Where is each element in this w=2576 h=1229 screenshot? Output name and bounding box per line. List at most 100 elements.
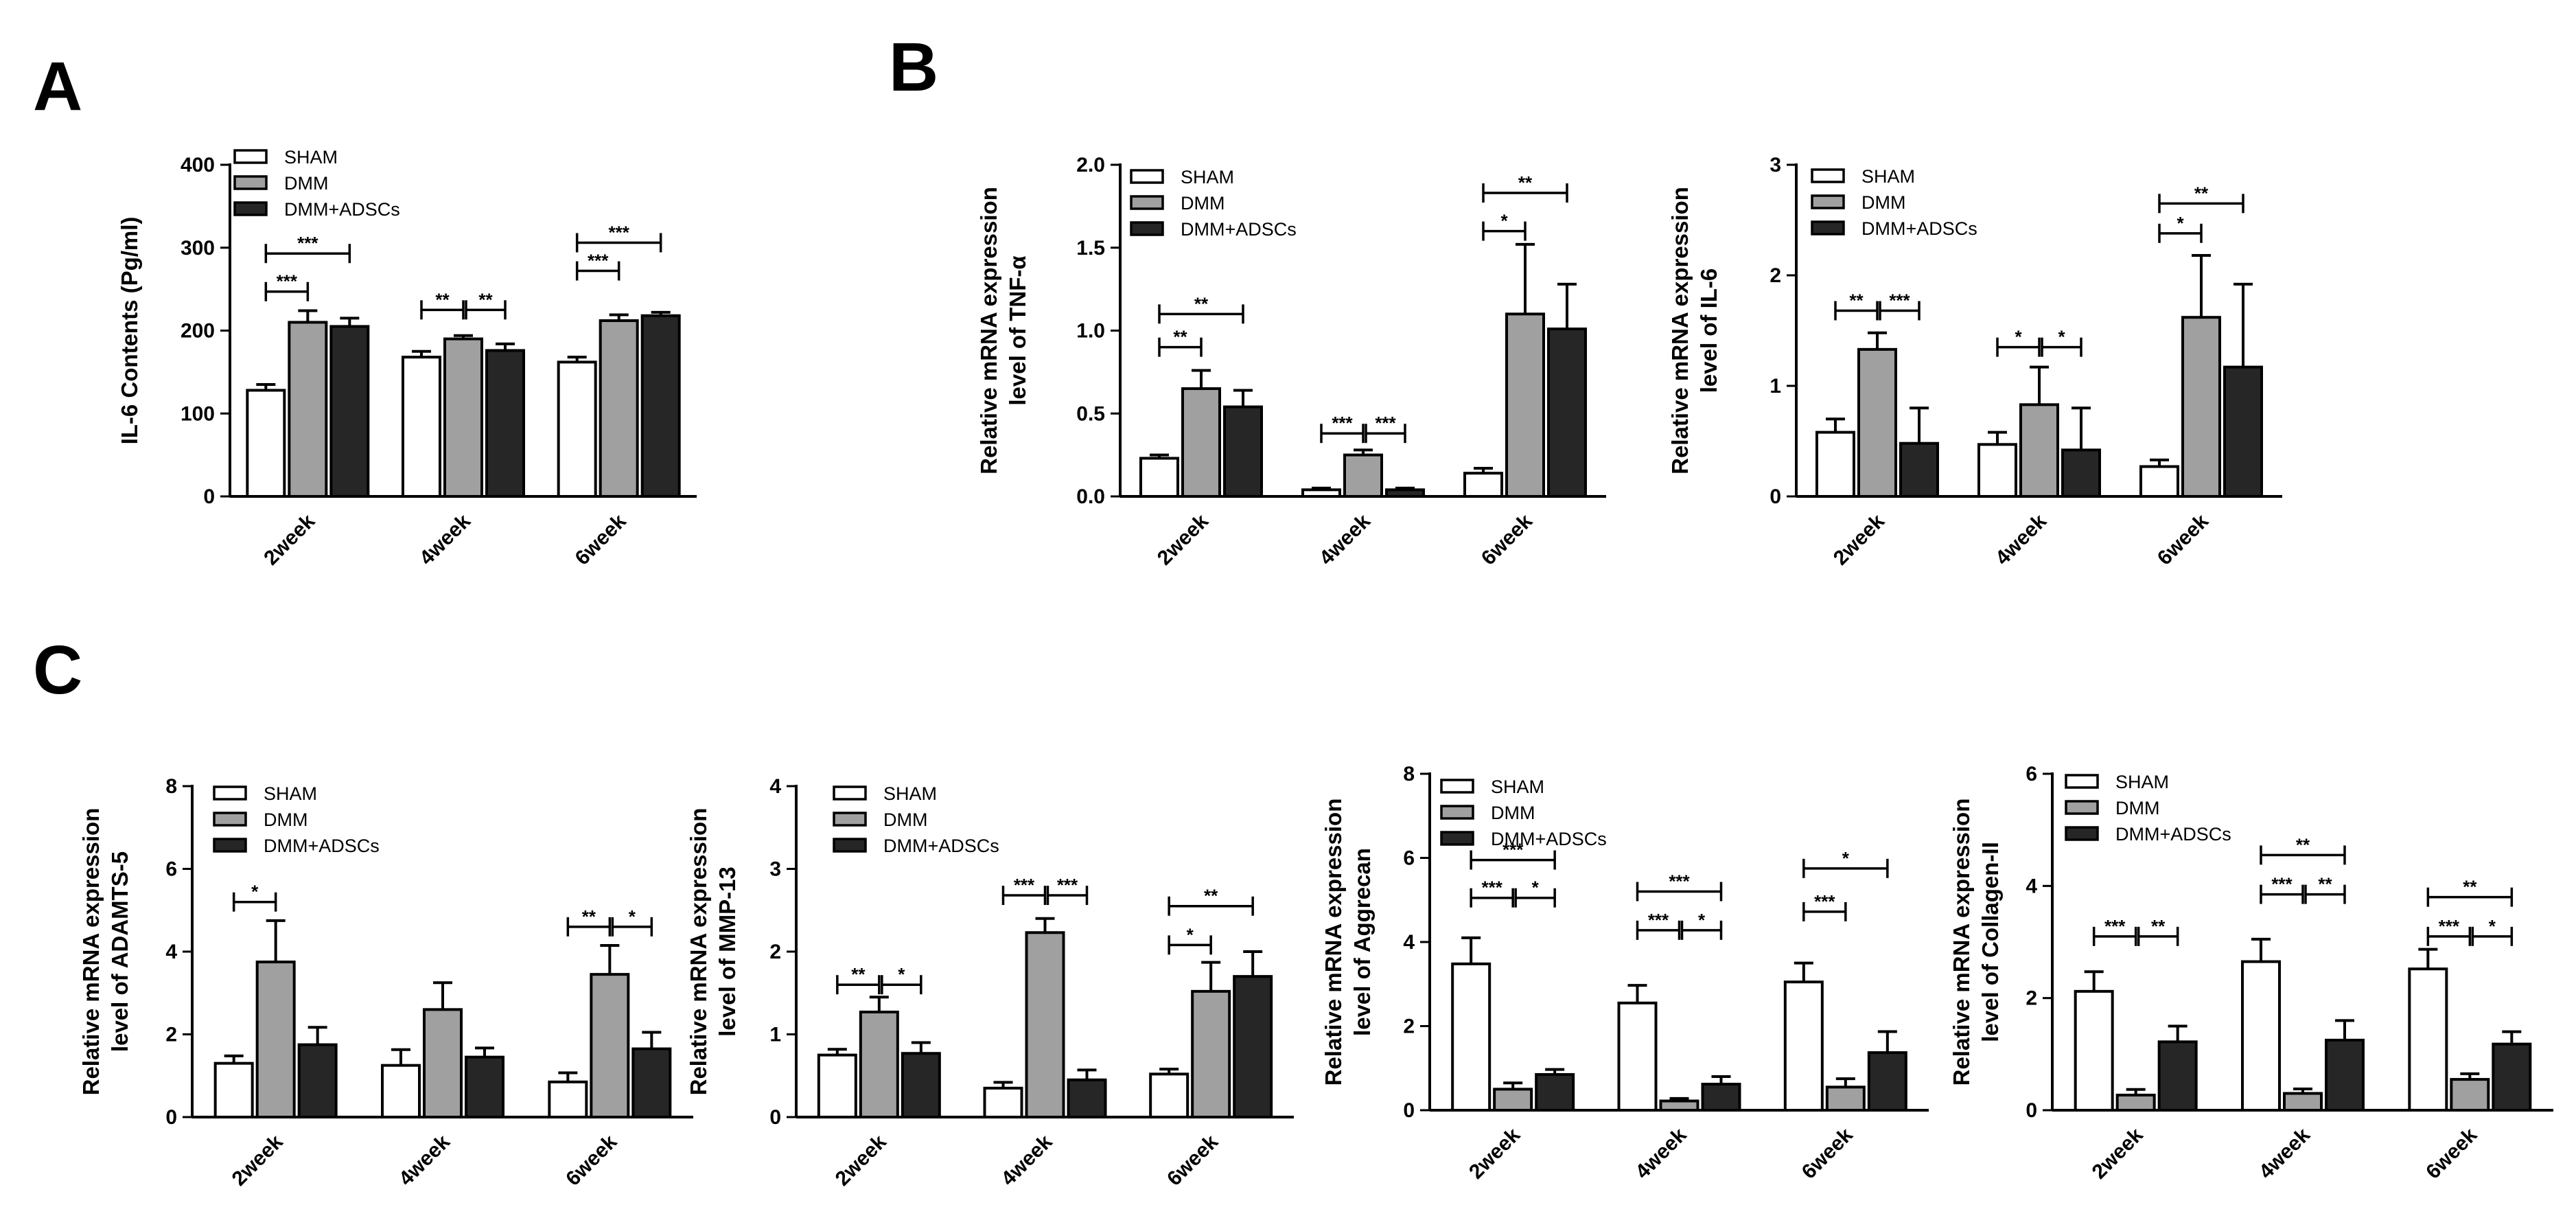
bar-dmm-adscs	[329, 325, 370, 498]
y-tick-label: 2	[2026, 987, 2037, 1010]
legend-label: DMM+ADSCs	[284, 199, 400, 220]
significance-label: *	[251, 882, 259, 902]
significance-label: **	[851, 964, 866, 985]
legend-label: SHAM	[1861, 166, 1915, 187]
bar-sham	[2241, 960, 2281, 1112]
y-tick-label: 4	[2026, 875, 2037, 897]
chart-2: 0.0 0.5 1.0 1.5 2.0 Relative mRNA expression l…	[976, 154, 1606, 570]
legend-label: SHAM	[883, 783, 937, 804]
y-tick-label: 1.0	[1076, 320, 1105, 343]
bar-sham	[1617, 1001, 1658, 1112]
y-tick-label: 2	[165, 1024, 177, 1046]
y-axis-label-line: level of Aggrecan	[1349, 848, 1375, 1036]
significance-label: ***	[608, 222, 629, 243]
significance-label: **	[1849, 290, 1864, 311]
significance-label: ***	[1669, 871, 1690, 892]
x-category-label: 4week	[395, 1130, 454, 1190]
bar-dmm-adscs	[1899, 441, 1939, 498]
x-category-label: 4week	[415, 509, 475, 569]
legend-swatch	[833, 812, 867, 827]
bar-dmm-adscs	[631, 1047, 672, 1119]
y-tick-label: 100	[181, 402, 215, 425]
y-tick-label: 1	[769, 1024, 781, 1046]
bar-dmm	[1025, 931, 1065, 1119]
y-tick-label: 4	[165, 941, 177, 963]
legend-label: DMM	[1861, 192, 1905, 213]
legend-label: SHAM	[264, 783, 317, 804]
significance-label: **	[2296, 834, 2310, 855]
significance-label: **	[2318, 874, 2332, 895]
significance-label: ***	[1014, 875, 1035, 895]
significance-label: *	[2058, 327, 2065, 347]
bar-dmm-adscs	[2492, 1042, 2532, 1112]
bar-dmm	[590, 973, 630, 1118]
chart-7: 0 2 4 6 Relative mRNA expression level of Col…	[1949, 763, 2553, 1184]
bar-sham	[983, 1086, 1023, 1118]
bar-dmm-adscs	[2061, 448, 2101, 498]
bar-sham	[2408, 967, 2448, 1112]
y-axis-label-line: IL-6 Contents (Pg/ml)	[117, 217, 142, 445]
legend-swatch	[213, 785, 247, 801]
legend-swatch	[1811, 168, 1845, 183]
significance-label: **	[1194, 293, 1209, 314]
x-category-label: 4week	[1631, 1123, 1691, 1183]
y-tick-label: 0.0	[1076, 485, 1105, 508]
significance-label: *	[2489, 916, 2496, 937]
legend-swatch	[233, 149, 268, 164]
bar-dmm	[423, 1008, 463, 1118]
significance-label: ***	[2104, 916, 2126, 937]
x-category-label: 4week	[997, 1130, 1056, 1190]
panel-letter-b: B	[889, 29, 938, 106]
y-axis-label-line: level of MMP-13	[715, 866, 740, 1037]
bar-sham	[402, 356, 441, 498]
bar-dmm-adscs	[485, 349, 525, 498]
significance-label: **	[2194, 183, 2209, 203]
y-tick-label: 2	[1769, 264, 1781, 287]
y-tick-label: 4	[769, 775, 781, 798]
y-tick-label: 3	[1769, 154, 1781, 176]
bar-sham	[817, 1053, 857, 1118]
significance-label: ***	[1057, 875, 1078, 895]
significance-label: **	[1204, 886, 1218, 906]
y-tick-label: 6	[1403, 847, 1415, 870]
y-tick-label: 2.0	[1076, 154, 1105, 176]
y-tick-label: 0.5	[1076, 402, 1105, 425]
significance-label: **	[1173, 327, 1187, 347]
legend-label: DMM+ADSCs	[1861, 218, 1977, 239]
y-tick-label: 0	[203, 485, 215, 508]
bar-sham	[381, 1064, 421, 1118]
legend-swatch	[1440, 779, 1474, 794]
y-axis-label-line: Relative mRNA expression	[1949, 799, 1974, 1086]
chart-1: 0 100 200 300 400 IL-6 Contents (Pg/ml) 2week 4…	[117, 147, 697, 570]
significance-label: ***	[1889, 290, 1910, 311]
y-tick-label: 4	[1403, 931, 1415, 954]
y-axis-label-line: level of TNF-α	[1005, 255, 1030, 405]
bar-sham	[1463, 472, 1503, 498]
y-axis-label-line: Relative mRNA expression	[1667, 187, 1693, 474]
bar-dmm	[443, 337, 483, 498]
legend-swatch	[2065, 826, 2099, 841]
y-tick-label: 6	[2026, 763, 2037, 785]
legend-swatch	[2065, 800, 2099, 815]
bar-sham	[1149, 1072, 1190, 1118]
legend-swatch	[233, 201, 268, 216]
legend-swatch	[213, 838, 247, 853]
y-axis-label: IL-6 Contents (Pg/ml)	[117, 217, 142, 445]
significance-label: *	[1187, 924, 1194, 945]
y-tick-label: 2	[769, 941, 781, 963]
x-category-label: 6week	[2153, 509, 2213, 569]
bar-dmm	[2181, 316, 2221, 498]
legend-swatch	[833, 838, 867, 853]
y-axis-label-line: level of Collagen-II	[1977, 842, 2003, 1042]
y-tick-label: 8	[1403, 763, 1415, 785]
bar-sham	[548, 1080, 588, 1118]
x-category-label: 2week	[1465, 1123, 1524, 1183]
x-category-label: 2week	[2088, 1123, 2148, 1183]
y-axis-label: Relative mRNA expression level of MMP-13	[686, 808, 740, 1096]
y-axis-label-line: Relative mRNA expression	[78, 808, 104, 1096]
y-axis-label-line: Relative mRNA expression	[1321, 799, 1346, 1086]
bar-sham	[246, 389, 286, 498]
significance-label: ***	[1481, 877, 1502, 898]
